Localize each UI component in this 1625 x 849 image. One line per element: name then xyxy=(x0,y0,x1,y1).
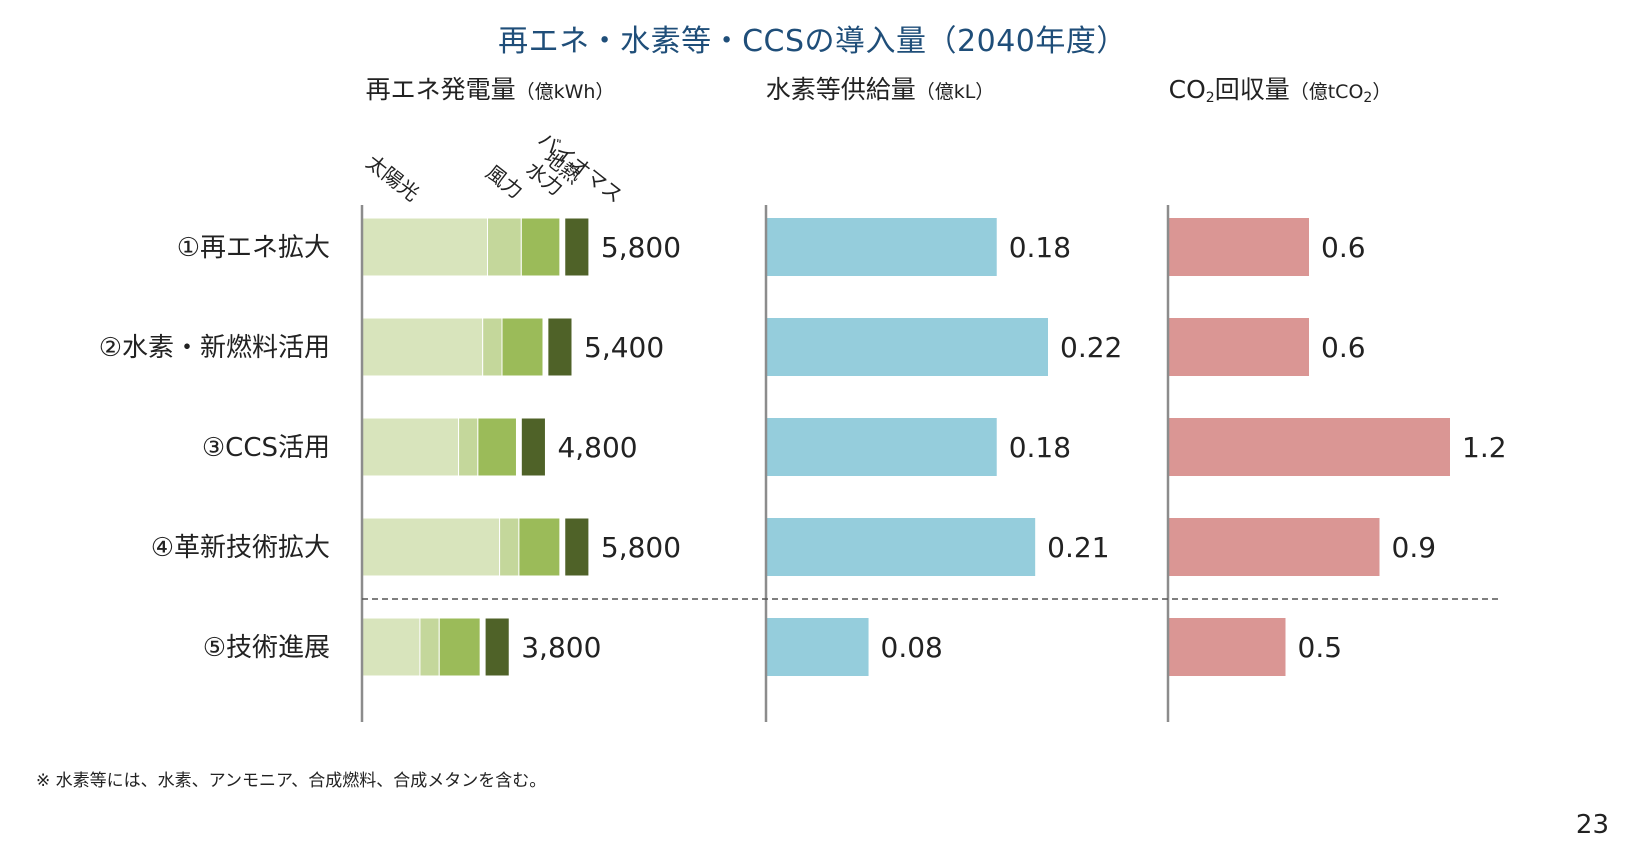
panel-unit-hydrogen: （億kL） xyxy=(915,81,995,103)
bar-co2 xyxy=(1168,418,1450,476)
panel-unit-co2-sub: 2 xyxy=(1363,90,1373,106)
bar-value-label: 0.6 xyxy=(1321,331,1366,364)
bar-segment-風力 xyxy=(487,217,522,277)
bar-segment-太陽光 xyxy=(361,617,421,677)
bar-segment-水力 xyxy=(501,317,544,377)
page-number: 23 xyxy=(1575,810,1609,840)
bar-value-label: 0.9 xyxy=(1392,531,1437,564)
series-label: 風力 xyxy=(481,160,527,204)
bar-segment-水力 xyxy=(438,617,481,677)
category-label: ⑤技術進展 xyxy=(203,633,330,663)
bar-segment-地熱 xyxy=(559,517,566,577)
bar-segment-太陽光 xyxy=(361,217,489,277)
panel-unit-co2: （億tCO2） xyxy=(1289,81,1392,106)
category-label: ②水素・新燃料活用 xyxy=(99,333,330,363)
bar-segment-地熱 xyxy=(515,417,522,477)
bar-total-label: 3,800 xyxy=(521,631,601,664)
bar-co2 xyxy=(1168,218,1309,276)
bar-total-label: 5,800 xyxy=(601,531,681,564)
bar-segment-太陽光 xyxy=(361,317,484,377)
category-label: ③CCS活用 xyxy=(202,433,330,463)
bar-segment-太陽光 xyxy=(361,417,460,477)
bar-value-label: 0.18 xyxy=(1009,431,1071,464)
panel-title-co2-sub: 2 xyxy=(1205,90,1215,106)
bar-segment-バイオマス xyxy=(484,617,510,677)
panel-title-hydrogen-text: 水素等供給量 xyxy=(765,75,916,104)
panel-unit-co2-prefix: （億tCO xyxy=(1289,81,1364,103)
bar-total-label: 5,800 xyxy=(601,231,681,264)
panel-title-co2-suffix: 回収量 xyxy=(1214,75,1290,104)
bar-value-label: 1.2 xyxy=(1462,431,1507,464)
bar-segment-地熱 xyxy=(559,217,566,277)
bar-segment-バイオマス xyxy=(547,317,573,377)
bar-value-label: 0.21 xyxy=(1047,531,1109,564)
bar-hydrogen xyxy=(766,218,997,276)
bar-hydrogen xyxy=(766,318,1048,376)
bar-value-label: 0.5 xyxy=(1298,631,1343,664)
bar-co2 xyxy=(1168,318,1309,376)
bar-co2 xyxy=(1168,518,1380,576)
bar-segment-風力 xyxy=(419,617,440,677)
panel-title-co2: CO2回収量（億tCO2） xyxy=(1120,70,1440,106)
bar-segment-水力 xyxy=(477,417,517,477)
bar-value-label: 0.08 xyxy=(881,631,943,664)
bar-hydrogen xyxy=(766,518,1036,576)
bar-segment-バイオマス xyxy=(564,517,590,577)
category-label: ④革新技術拡大 xyxy=(151,533,330,563)
series-label: 太陽光 xyxy=(362,150,424,206)
bar-value-label: 0.18 xyxy=(1009,231,1071,264)
panel-title-renewable: 再エネ発電量（億kWh） xyxy=(330,70,650,106)
bar-segment-太陽光 xyxy=(361,517,501,577)
bar-total-label: 4,800 xyxy=(557,431,637,464)
panel-title-renewable-text: 再エネ発電量 xyxy=(365,75,516,104)
panel-unit-renewable: （億kWh） xyxy=(515,81,615,103)
panel-unit-co2-suffix: ） xyxy=(1372,81,1392,103)
bar-segment-バイオマス xyxy=(520,417,546,477)
bar-segment-風力 xyxy=(499,517,520,577)
panel-title-co2-prefix: CO xyxy=(1168,75,1206,104)
chart-title: 再エネ・水素等・CCSの導入量（2040年度） xyxy=(498,24,1127,59)
panel-title-hydrogen: 水素等供給量（億kL） xyxy=(730,70,1030,106)
bar-segment-風力 xyxy=(482,317,503,377)
bar-segment-地熱 xyxy=(479,617,486,677)
bar-value-label: 0.6 xyxy=(1321,231,1366,264)
bar-segment-水力 xyxy=(520,217,561,277)
category-label: ①再エネ拡大 xyxy=(177,233,330,263)
bar-co2 xyxy=(1168,618,1286,676)
bar-segment-水力 xyxy=(518,517,561,577)
bar-segment-バイオマス xyxy=(564,217,590,277)
bar-segment-風力 xyxy=(458,417,479,477)
bar-total-label: 5,400 xyxy=(584,331,664,364)
bar-hydrogen xyxy=(766,618,869,676)
footnote: ※ 水素等には、水素、アンモニア、合成燃料、合成メタンを含む。 xyxy=(36,771,547,791)
bar-segment-地熱 xyxy=(542,317,549,377)
bar-value-label: 0.22 xyxy=(1060,331,1122,364)
bar-hydrogen xyxy=(766,418,997,476)
